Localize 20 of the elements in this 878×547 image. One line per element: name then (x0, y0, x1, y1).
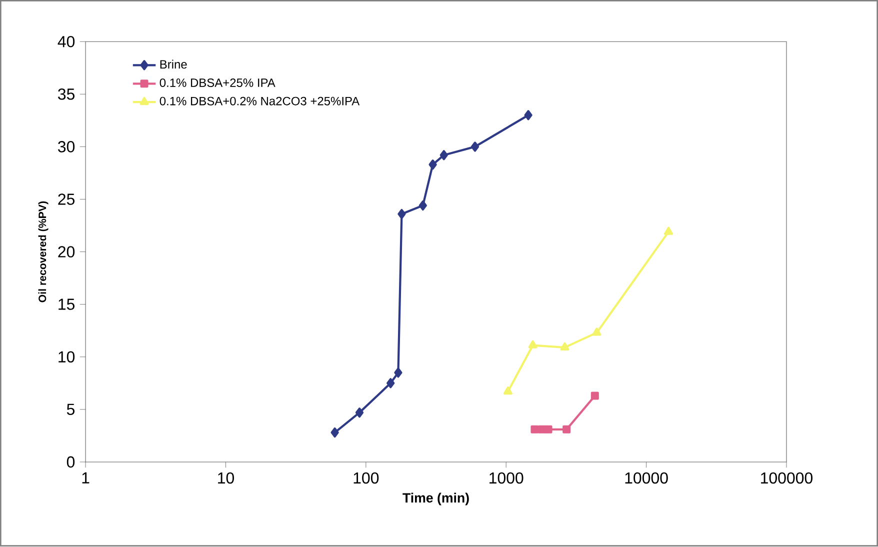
legend-label: 0.1% DBSA+0.2% Na2CO3 +25%IPA (160, 97, 360, 106)
x-tick-label: 100000 (761, 472, 812, 484)
legend-label: Brine (160, 60, 187, 69)
x-tick-label: 10000 (625, 472, 668, 484)
legend-label: 0.1% DBSA+25% IPA (160, 78, 276, 88)
y-tick-label: 30 (58, 141, 75, 153)
x-axis-title: Time (min) (402, 493, 469, 506)
y-tick-label: 0 (66, 456, 75, 468)
y-tick-label: 40 (58, 36, 75, 48)
y-tick-label: 15 (58, 299, 74, 310)
y-tick-label: 20 (58, 246, 75, 258)
x-tick-label: 1 (82, 472, 90, 484)
x-tick-label: 100 (354, 472, 379, 484)
x-tick-label: 10 (218, 472, 234, 484)
y-tick-label: 5 (66, 404, 74, 416)
y-tick-label: 10 (58, 351, 75, 363)
x-tick-label: 1000 (490, 472, 524, 484)
y-axis-title: Oil recovered (%PV) (38, 202, 48, 302)
y-tick-label: 35 (58, 88, 74, 100)
y-tick-label: 25 (58, 194, 74, 206)
